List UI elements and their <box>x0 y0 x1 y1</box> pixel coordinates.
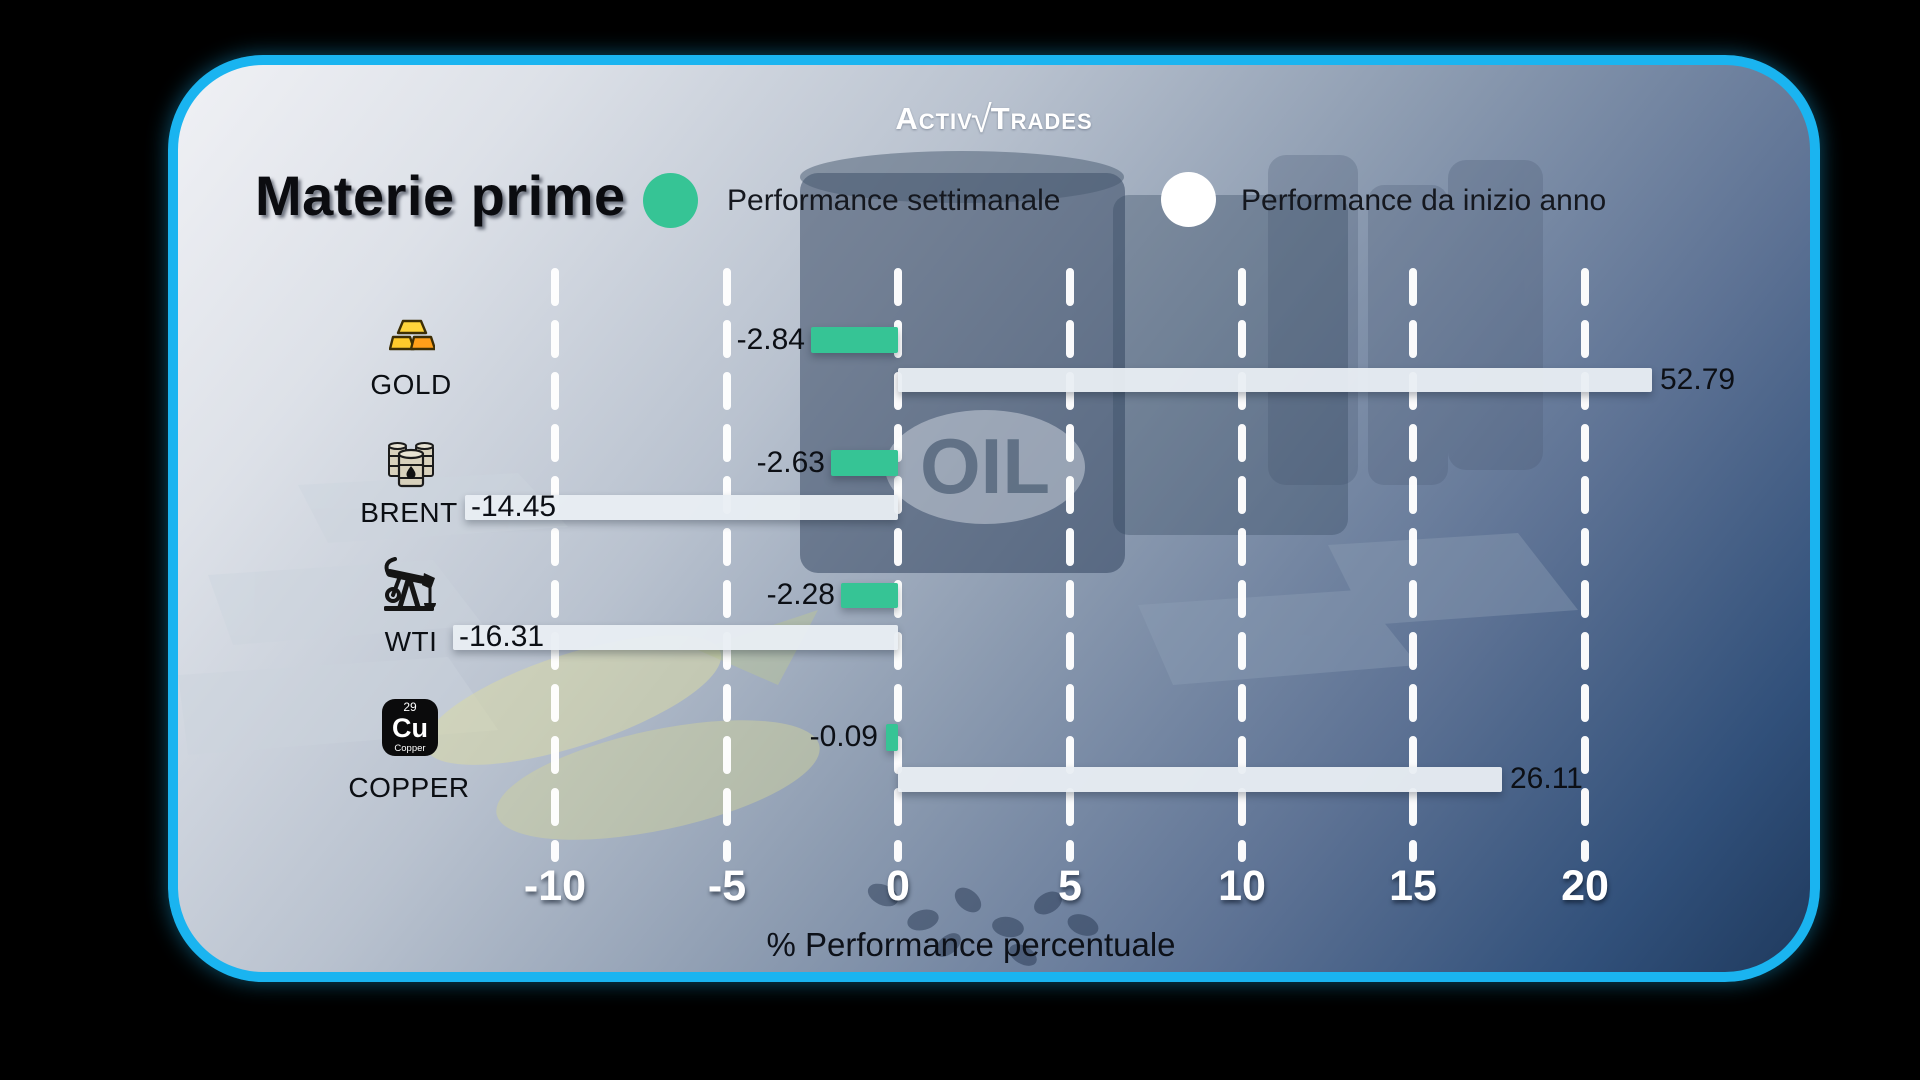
legend-weekly-label: Performance settimanale <box>727 184 1061 217</box>
wti-ytd-bar <box>453 625 898 650</box>
x-tick-20: 20 <box>1561 862 1609 910</box>
category-label-wti: WTI <box>384 626 438 657</box>
gold-weekly-bar <box>811 327 898 353</box>
logo-check-icon: √ <box>970 99 993 141</box>
logo-text-left: Activ <box>895 101 973 136</box>
legend-ytd-label: Performance da inizio anno <box>1241 184 1607 217</box>
coffee-beans-silhouette <box>867 883 1099 966</box>
oil-pumpjack-icon <box>384 557 436 611</box>
copper-ytd-value: 26.11 <box>1510 762 1583 795</box>
x-tick--10: -10 <box>523 862 587 910</box>
activtrades-logo: Activ√Trades <box>178 99 1810 142</box>
x-tick-0: 0 <box>886 862 910 910</box>
legend-ytd-marker <box>1161 172 1216 227</box>
gold-ytd-bar <box>898 368 1652 392</box>
oil-label: OIL <box>885 410 1085 524</box>
x-tick--5: -5 <box>707 862 747 910</box>
x-axis-title: % Performance percentuale <box>766 926 1176 963</box>
copper-weekly-value: -0.09 <box>809 720 878 753</box>
category-label-brent: BRENT <box>360 497 458 528</box>
copper-element-icon: 29 Cu Copper <box>382 699 438 756</box>
category-label-gold: GOLD <box>370 369 452 400</box>
brent-ytd-value: -14.45 <box>471 490 557 523</box>
copper-atomic-number: 29 <box>403 700 417 715</box>
oil-barrels-icon <box>388 442 434 488</box>
brent-weekly-value: -2.63 <box>756 446 825 479</box>
copper-weekly-bar <box>886 724 898 751</box>
svg-text:OIL: OIL <box>920 422 1050 510</box>
page-title: Materie prime <box>255 164 626 227</box>
copper-symbol: Cu <box>392 713 428 744</box>
gold-ytd-value: 52.79 <box>1660 363 1736 396</box>
brent-ytd-bar <box>465 495 898 520</box>
copper-pipes-silhouette <box>1268 155 1543 485</box>
gold-bars-icon <box>389 319 435 351</box>
legend-weekly-marker <box>643 173 698 228</box>
chart-card: OIL <box>168 55 1820 982</box>
wti-weekly-bar <box>841 583 898 608</box>
category-label-copper: COPPER <box>348 772 470 803</box>
gold-weekly-value: -2.84 <box>736 323 805 356</box>
copper-name: Copper <box>394 743 426 755</box>
logo-text-right: Trades <box>990 101 1093 136</box>
gridlines <box>551 268 1589 862</box>
wti-ytd-value: -16.31 <box>459 620 545 653</box>
copper-ytd-bar <box>898 767 1502 792</box>
x-tick-10: 10 <box>1218 862 1266 910</box>
wti-weekly-value: -2.28 <box>766 578 835 611</box>
x-tick-5: 5 <box>1058 862 1082 910</box>
x-tick-15: 15 <box>1389 862 1437 910</box>
brent-weekly-bar <box>831 450 898 476</box>
gold-ingots-silhouette <box>1138 533 1578 685</box>
